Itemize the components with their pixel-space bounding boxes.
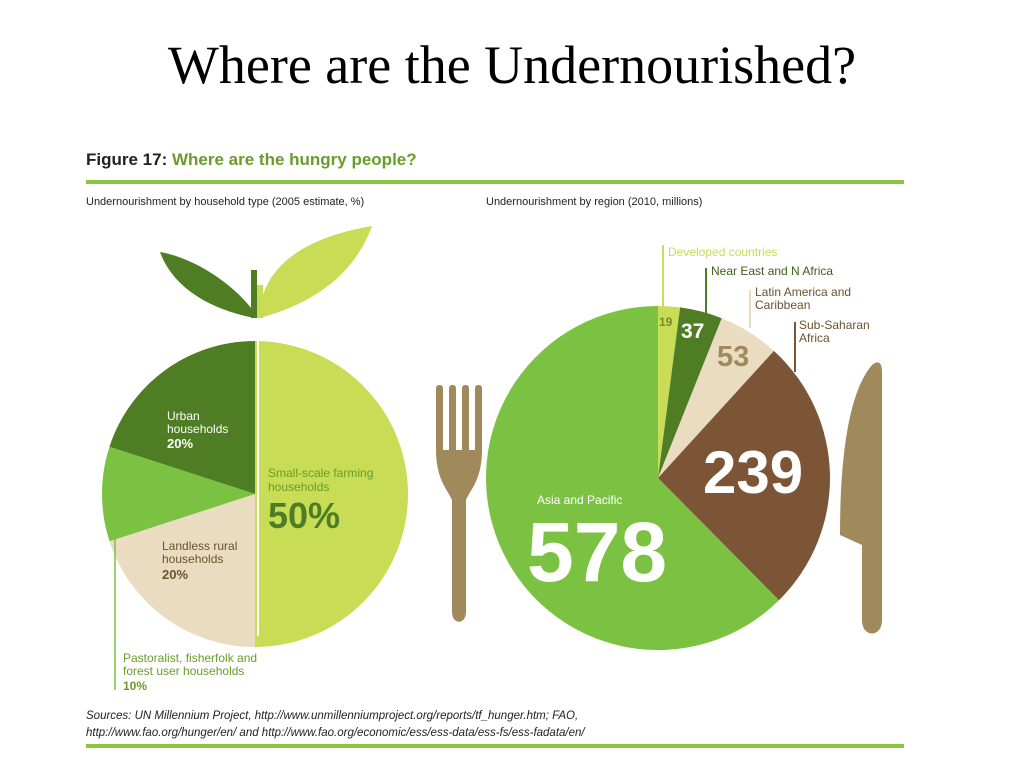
label-sub-saharan-line1: Sub-Saharan	[799, 318, 870, 332]
sources-note: Sources: UN Millennium Project, http://w…	[86, 708, 886, 742]
value-urban: 20%	[167, 436, 193, 451]
value-latin-america: 53	[717, 341, 749, 373]
household-slice-small-scale-farming-households	[255, 341, 408, 647]
sources-line-2: http://www.fao.org/hunger/en/ and http:/…	[86, 727, 585, 739]
value-sub-saharan: 239	[703, 439, 803, 506]
label-asia-pacific: Asia and Pacific	[537, 493, 622, 507]
fork-icon	[436, 385, 482, 622]
light-leaf	[260, 226, 372, 318]
label-pastoralist-line2: forest user households	[123, 664, 244, 678]
household-slice-landless-rural-households	[109, 494, 256, 647]
label-near-east: Near East and N Africa	[711, 264, 833, 278]
household-pie	[101, 341, 408, 647]
region-slice-near-east-and-n-africa	[658, 307, 722, 478]
label-urban-line2: households	[167, 422, 228, 436]
value-pastoralist: 10%	[123, 679, 147, 693]
bottom-rule	[86, 744, 904, 748]
value-farming: 50%	[268, 495, 340, 536]
label-landless-rural: Landless rural households 20%	[162, 539, 237, 582]
label-farming-line2: households	[268, 480, 329, 494]
leaf-icon	[160, 226, 372, 318]
label-landless-line2: households	[162, 552, 223, 566]
value-asia-pacific: 578	[527, 505, 667, 599]
label-small-scale-farming: Small-scale farming households 50%	[268, 466, 373, 536]
label-landless-line1: Landless rural	[162, 539, 237, 553]
value-near-east: 37	[681, 320, 704, 343]
label-latin-america-line1: Latin America and	[755, 285, 851, 299]
label-farming-line1: Small-scale farming	[268, 466, 373, 480]
knife-icon	[840, 362, 882, 634]
right-chart-subtitle: Undernourishment by region (2010, millio…	[486, 196, 703, 208]
figure-label: Figure 17:	[86, 150, 168, 169]
slide-title: Where are the Undernourished?	[167, 35, 857, 95]
region-pie	[486, 306, 830, 650]
household-slice-urban-households	[109, 341, 256, 494]
dark-leaf	[160, 252, 254, 318]
label-pastoralist-line1: Pastoralist, fisherfolk and	[123, 651, 257, 665]
region-slice-sub-saharan-africa	[658, 350, 830, 601]
label-latin-america-line2: Caribbean	[755, 298, 810, 312]
label-urban: Urban households 20%	[167, 409, 228, 451]
left-chart-subtitle: Undernourishment by household type (2005…	[86, 196, 365, 208]
region-slice-developed-countries	[658, 306, 681, 478]
value-developed: 19	[659, 315, 673, 329]
top-rule	[86, 180, 904, 184]
figure-heading: Figure 17: Where are the hungry people?	[86, 150, 417, 170]
region-slice-asia-and-pacific	[486, 306, 780, 650]
region-slice-latin-america-and-caribbean	[658, 318, 774, 478]
label-developed: Developed countries	[668, 245, 777, 259]
figure-title: Where are the hungry people?	[171, 150, 417, 169]
household-slice-pastoralist-fisherfolk-and-forest-user-households	[101, 446, 256, 542]
label-pastoralist: Pastoralist, fisherfolk and forest user …	[123, 651, 257, 693]
label-sub-saharan-line2: Africa	[799, 331, 830, 345]
value-landless: 20%	[162, 567, 188, 582]
label-urban-line1: Urban	[167, 409, 200, 423]
sources-line-1: Sources: UN Millennium Project, http://w…	[86, 710, 579, 722]
